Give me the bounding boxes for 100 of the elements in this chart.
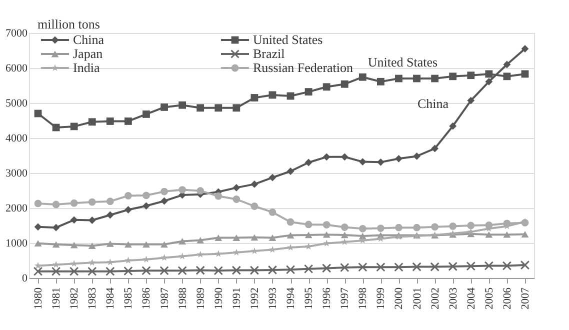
y-tick-label: 2000 xyxy=(6,202,28,214)
point xyxy=(124,241,132,248)
point xyxy=(214,250,222,257)
point xyxy=(358,262,368,272)
point xyxy=(142,192,150,200)
point xyxy=(485,78,493,86)
point xyxy=(322,264,332,273)
legend-label: India xyxy=(73,60,100,75)
point xyxy=(358,224,366,232)
x-tick-label: 1985 xyxy=(122,287,135,310)
point xyxy=(286,218,294,226)
point xyxy=(449,122,457,130)
point xyxy=(520,260,530,270)
point xyxy=(232,234,240,241)
point xyxy=(124,266,133,276)
y-tick-label: 7000 xyxy=(6,28,28,40)
point xyxy=(250,94,258,102)
point xyxy=(413,224,420,232)
x-tick-label: 2000 xyxy=(393,287,406,310)
point xyxy=(70,216,78,224)
point xyxy=(485,231,493,238)
x-tick-label: 1990 xyxy=(212,287,225,310)
point xyxy=(232,104,240,112)
annotation: United States xyxy=(368,54,438,70)
point xyxy=(449,72,457,80)
point xyxy=(70,122,78,130)
point xyxy=(250,202,258,210)
point xyxy=(377,235,384,242)
point xyxy=(340,224,348,231)
y-tick-label: 0 xyxy=(22,272,28,284)
point xyxy=(160,188,168,196)
point xyxy=(395,74,402,82)
point xyxy=(484,261,494,270)
point xyxy=(413,152,420,160)
point xyxy=(341,238,348,245)
point xyxy=(124,206,132,214)
point xyxy=(196,104,204,112)
point xyxy=(88,198,96,206)
point xyxy=(106,240,114,247)
x-tick-label: 1997 xyxy=(339,287,352,310)
point xyxy=(34,200,42,208)
x-tick-label: 1981 xyxy=(50,288,63,310)
point xyxy=(34,240,42,247)
point xyxy=(160,241,168,248)
point xyxy=(232,266,242,275)
point xyxy=(358,158,366,166)
point xyxy=(33,266,43,276)
point xyxy=(34,262,42,269)
y-tick-label: 4000 xyxy=(6,132,28,144)
point xyxy=(142,266,151,276)
point xyxy=(88,118,96,126)
legend-label: China xyxy=(73,32,104,47)
legend-label: Brazil xyxy=(253,46,286,61)
point xyxy=(340,80,348,88)
x-tick-label: 1984 xyxy=(104,287,117,310)
point xyxy=(466,261,476,271)
x-tick-label: 1999 xyxy=(375,287,388,310)
x-tick-label: 1995 xyxy=(303,287,316,310)
point xyxy=(106,266,115,276)
point xyxy=(142,110,150,118)
point xyxy=(322,221,330,228)
point xyxy=(52,241,60,248)
point xyxy=(268,91,276,99)
point xyxy=(196,236,204,244)
point xyxy=(106,211,114,219)
x-tick-label: 1982 xyxy=(68,288,81,310)
point xyxy=(431,74,439,82)
point xyxy=(232,184,240,192)
point xyxy=(106,117,114,125)
point xyxy=(431,223,439,231)
legend-label: Russian Federation xyxy=(253,60,354,75)
x-tick-label: 1992 xyxy=(248,288,261,310)
point xyxy=(503,60,511,68)
point xyxy=(358,73,366,81)
point xyxy=(69,266,79,276)
point xyxy=(376,262,386,272)
x-tick-label: 1980 xyxy=(32,287,45,310)
x-tick-label: 2001 xyxy=(411,288,424,310)
point xyxy=(52,200,60,208)
point xyxy=(106,198,114,206)
x-tick-label: 1987 xyxy=(158,287,171,310)
x-tick-label: 1988 xyxy=(176,287,189,310)
point xyxy=(395,154,402,162)
point xyxy=(232,196,240,203)
point xyxy=(160,103,168,111)
point xyxy=(52,260,60,268)
point xyxy=(304,232,312,238)
x-tick-label: 2005 xyxy=(483,287,496,310)
point xyxy=(178,238,186,244)
point xyxy=(250,234,258,241)
point xyxy=(214,266,223,276)
legend-label: Japan xyxy=(73,46,104,61)
y-tick-label: 3000 xyxy=(6,168,28,180)
point xyxy=(340,153,348,161)
point xyxy=(196,250,204,258)
point xyxy=(142,241,150,248)
point xyxy=(51,266,61,276)
point xyxy=(304,264,314,274)
point xyxy=(430,262,440,272)
point xyxy=(503,231,511,238)
